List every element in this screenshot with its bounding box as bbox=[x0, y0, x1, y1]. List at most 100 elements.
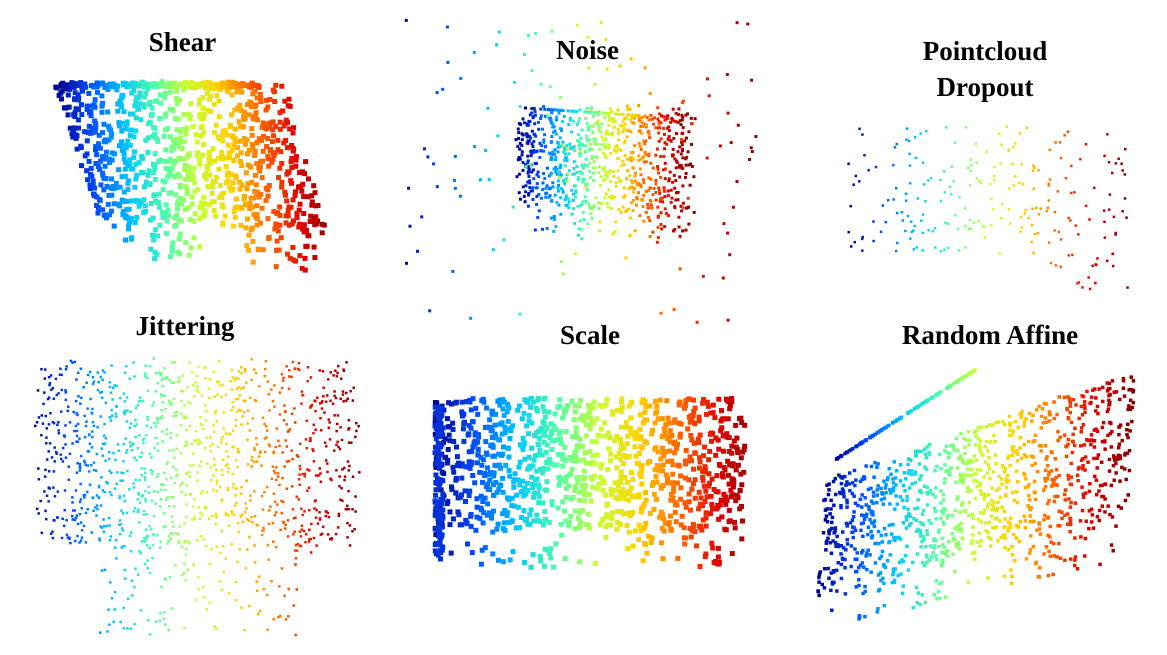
point bbox=[280, 386, 284, 390]
point bbox=[212, 423, 215, 427]
point bbox=[510, 549, 516, 555]
point bbox=[74, 424, 78, 428]
point bbox=[302, 529, 306, 533]
point bbox=[674, 159, 678, 163]
point bbox=[240, 423, 243, 426]
point bbox=[329, 477, 332, 480]
point bbox=[583, 163, 587, 167]
point bbox=[86, 158, 92, 164]
point bbox=[171, 80, 177, 86]
point bbox=[626, 113, 630, 117]
point bbox=[266, 183, 272, 188]
point bbox=[536, 436, 542, 441]
point bbox=[275, 545, 278, 549]
point bbox=[336, 526, 340, 529]
point bbox=[105, 201, 111, 207]
point bbox=[701, 483, 707, 489]
point bbox=[540, 465, 546, 471]
point bbox=[619, 396, 625, 402]
point bbox=[666, 137, 670, 141]
point bbox=[554, 165, 558, 169]
point bbox=[223, 155, 229, 161]
point bbox=[230, 186, 236, 192]
point bbox=[240, 387, 243, 390]
point bbox=[578, 108, 582, 112]
point bbox=[116, 443, 120, 446]
point bbox=[709, 501, 715, 507]
point bbox=[939, 250, 943, 253]
point bbox=[560, 456, 566, 462]
point bbox=[237, 158, 243, 164]
point bbox=[587, 426, 593, 432]
point bbox=[517, 136, 521, 140]
point bbox=[83, 414, 86, 418]
point bbox=[148, 525, 151, 528]
point bbox=[65, 365, 68, 368]
point bbox=[128, 426, 132, 430]
point bbox=[335, 469, 338, 472]
point bbox=[530, 170, 534, 174]
point bbox=[141, 80, 147, 86]
point bbox=[203, 176, 209, 182]
point bbox=[250, 91, 256, 97]
point bbox=[592, 171, 596, 175]
point bbox=[567, 152, 571, 156]
point bbox=[618, 409, 624, 415]
point bbox=[662, 189, 666, 193]
point bbox=[251, 417, 254, 420]
point bbox=[203, 596, 206, 599]
point bbox=[1114, 162, 1118, 165]
point bbox=[913, 506, 917, 511]
point bbox=[1103, 236, 1107, 239]
point bbox=[122, 392, 126, 395]
point bbox=[571, 199, 575, 202]
point bbox=[146, 418, 150, 421]
point bbox=[868, 517, 872, 522]
point bbox=[133, 425, 136, 428]
point bbox=[556, 186, 560, 190]
point bbox=[834, 568, 839, 573]
point bbox=[320, 532, 324, 536]
point bbox=[347, 507, 351, 511]
point bbox=[700, 468, 706, 474]
point bbox=[220, 138, 225, 144]
point bbox=[83, 461, 87, 464]
point bbox=[136, 203, 142, 209]
point bbox=[170, 403, 173, 407]
point bbox=[169, 431, 173, 435]
point bbox=[306, 176, 311, 182]
point bbox=[630, 543, 636, 549]
point bbox=[213, 213, 219, 219]
point bbox=[475, 447, 481, 452]
point bbox=[964, 126, 968, 129]
point bbox=[640, 116, 644, 120]
point bbox=[238, 124, 244, 130]
point bbox=[154, 620, 158, 623]
point bbox=[136, 498, 139, 501]
point bbox=[647, 152, 651, 156]
point bbox=[319, 416, 322, 420]
point bbox=[105, 109, 111, 115]
point bbox=[53, 460, 56, 463]
point bbox=[193, 515, 196, 519]
point bbox=[990, 224, 993, 227]
point bbox=[551, 564, 556, 570]
point bbox=[894, 187, 898, 190]
point bbox=[912, 248, 916, 251]
point bbox=[552, 215, 556, 218]
point bbox=[254, 117, 260, 123]
point bbox=[521, 133, 525, 137]
point bbox=[129, 445, 132, 448]
point bbox=[423, 147, 426, 151]
point bbox=[220, 438, 223, 441]
point bbox=[542, 172, 546, 176]
point bbox=[563, 429, 569, 435]
point bbox=[687, 222, 691, 226]
point bbox=[882, 526, 887, 531]
point bbox=[950, 531, 954, 536]
point bbox=[207, 96, 213, 102]
point bbox=[446, 60, 450, 64]
point bbox=[578, 151, 582, 155]
point bbox=[583, 522, 589, 528]
point bbox=[625, 104, 629, 108]
